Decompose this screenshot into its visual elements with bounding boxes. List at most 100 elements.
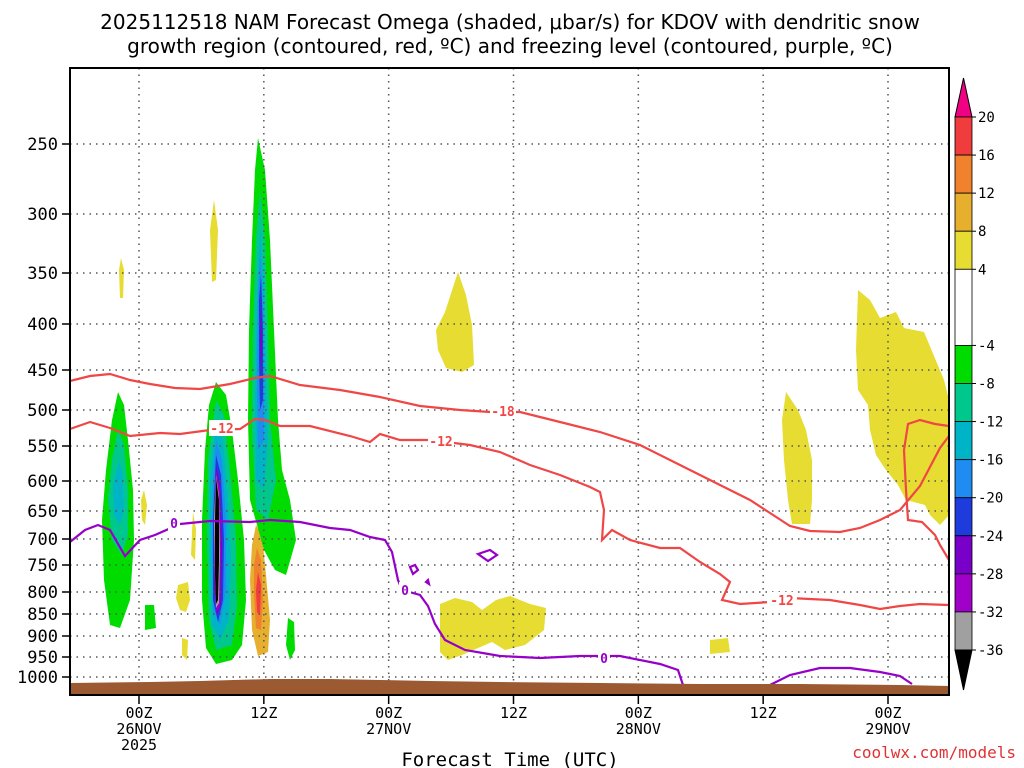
- y-tick-label: 500: [27, 401, 58, 421]
- omega-upward-area: [856, 290, 949, 525]
- contour-zero-small: [424, 577, 431, 587]
- colorbar: 20 16 12 8 4 -4 -8 -12 -16 -20 -24 -28 -32 -36: [954, 77, 1003, 691]
- y-tick-label: 350: [27, 264, 58, 284]
- omega-upward-area: [191, 512, 196, 560]
- colorbar-label: 20: [978, 110, 995, 126]
- plot-frame: [69, 67, 950, 696]
- omega-upward-area: [182, 638, 188, 660]
- chart-title-line2: growth region (contoured, red, ºC) and f…: [127, 34, 893, 58]
- omega-upward-area: [440, 596, 546, 660]
- omega-rising-area: [286, 618, 295, 660]
- colorbar-segment: [954, 383, 973, 422]
- omega-rising-area: [145, 605, 156, 630]
- y-tick-label: 850: [27, 605, 58, 625]
- colorbar-label: -20: [978, 491, 1003, 507]
- omega-upward-area: [176, 582, 190, 612]
- contour-zero-lower: [769, 666, 913, 686]
- colorbar-segment: [954, 535, 973, 575]
- omega-upward-area: [256, 572, 261, 615]
- colorbar-label: -28: [978, 567, 1003, 583]
- x-tick-label: 00Z: [625, 704, 652, 722]
- ground-terrain: [70, 679, 949, 695]
- colorbar-top-arrow: [954, 77, 973, 118]
- omega-rising-area: [113, 460, 124, 525]
- x-tick-label: 12Z: [250, 704, 277, 722]
- colorbar-label: -24: [978, 529, 1003, 545]
- contour-minus18: [69, 372, 950, 534]
- omega-upward-area: [710, 638, 730, 654]
- freezing-level-contours: [69, 518, 913, 686]
- credit-text: coolwx.com/models: [852, 743, 1016, 762]
- y-tick-label: 800: [27, 583, 58, 603]
- omega-rising-area: [215, 478, 219, 604]
- y-tick-label: 450: [27, 361, 58, 381]
- contour-label-zero-c: 0: [600, 652, 608, 667]
- omega-upward-area: [210, 200, 218, 282]
- x-tick-label: 26NOV: [116, 720, 161, 738]
- x-tick-label: 12Z: [750, 704, 777, 722]
- omega-upward-area: [141, 490, 147, 525]
- x-axis-label: Forecast Time (UTC): [401, 749, 618, 768]
- x-tick-label: 27NOV: [366, 720, 411, 738]
- y-tick-label: 700: [27, 530, 58, 550]
- colorbar-segment: [954, 268, 973, 346]
- y-tick-label: 300: [27, 205, 58, 225]
- y-axis: 2503003504004505005506006507007508008509…: [17, 135, 70, 688]
- colorbar-segment: [954, 421, 973, 461]
- omega-upward-area: [119, 258, 124, 298]
- y-tick-label: 950: [27, 648, 58, 668]
- colorbar-segment: [954, 116, 973, 156]
- colorbar-label: 16: [978, 148, 995, 164]
- y-tick-label: 1000: [17, 668, 58, 688]
- omega-upward-area: [436, 272, 474, 372]
- contour-label-minus12-a: -12: [210, 422, 233, 437]
- grid: [70, 68, 949, 695]
- x-tick-label: 28NOV: [616, 720, 661, 738]
- x-tick-label: 00Z: [375, 704, 402, 722]
- y-tick-label: 250: [27, 135, 58, 155]
- colorbar-label: -36: [978, 643, 1003, 659]
- contour-labels: -18 -12 -12 0 0 0 -12: [168, 403, 797, 667]
- x-tick-label: 12Z: [500, 704, 527, 722]
- colorbar-label: -32: [978, 605, 1003, 621]
- y-tick-label: 550: [27, 437, 58, 457]
- plot-area: -18 -12 -12 0 0 0 -12: [69, 67, 950, 696]
- colorbar-label: -12: [978, 415, 1003, 431]
- contour-label-minus12-b: -12: [429, 435, 452, 450]
- colorbar-label: 8: [978, 224, 986, 240]
- colorbar-bottom-arrow: [954, 649, 973, 691]
- colorbar-segment: [954, 192, 973, 232]
- contour-label-minus18: -18: [491, 405, 515, 420]
- contour-zero: [69, 518, 685, 686]
- colorbar-label: -8: [978, 377, 995, 393]
- omega-upward-area: [782, 392, 812, 524]
- contour-label-minus12-c: -12: [770, 594, 793, 609]
- colorbar-label: -16: [978, 453, 1003, 469]
- colorbar-segment: [954, 573, 973, 613]
- x-tick-label: 00Z: [125, 704, 152, 722]
- y-tick-label: 600: [27, 472, 58, 492]
- colorbar-segment: [954, 459, 973, 499]
- contour-zero-small: [475, 548, 499, 563]
- colorbar-label: -4: [978, 338, 995, 354]
- colorbar-segment: [954, 154, 973, 194]
- colorbar-label: 12: [978, 186, 995, 202]
- y-tick-label: 750: [27, 556, 58, 576]
- contour-minus12-loop: [902, 418, 950, 561]
- contour-label-zero-a: 0: [170, 517, 178, 532]
- y-tick-label: 900: [27, 627, 58, 647]
- x-tick-label: 2025: [121, 736, 157, 754]
- contour-label-zero-b: 0: [401, 584, 409, 599]
- colorbar-segment: [954, 497, 973, 537]
- colorbar-segment: [954, 230, 973, 270]
- colorbar-segment: [954, 345, 973, 384]
- colorbar-label: 4: [978, 262, 986, 278]
- colorbar-segment: [954, 611, 973, 651]
- contour-zero-small: [408, 563, 420, 576]
- x-tick-label: 00Z: [874, 704, 901, 722]
- y-tick-label: 650: [27, 502, 58, 522]
- omega-rising-area: [260, 295, 262, 380]
- chart-title-line1: 2025112518 NAM Forecast Omega (shaded, μ…: [100, 10, 920, 34]
